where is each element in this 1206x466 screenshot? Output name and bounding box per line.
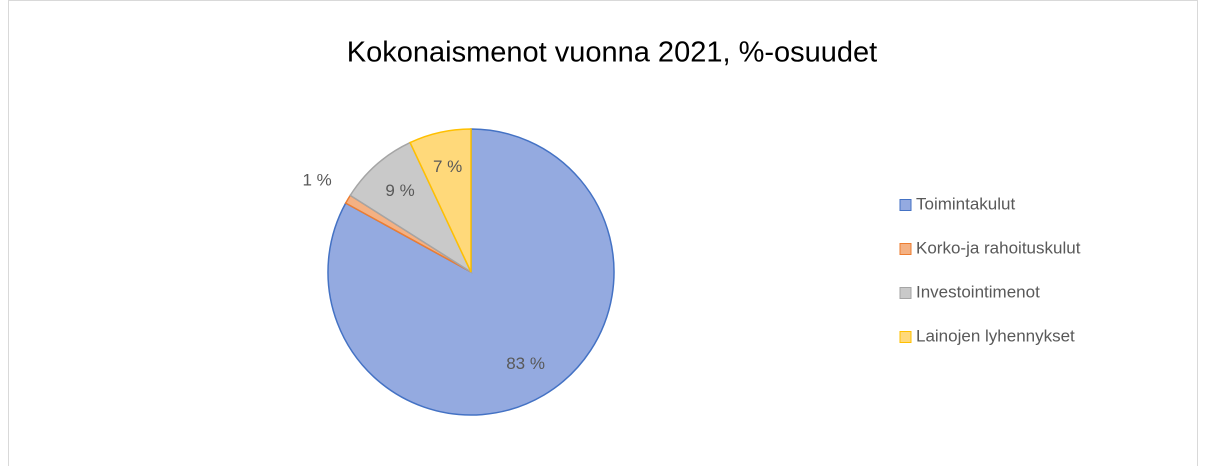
legend-label: Korko-ja rahoituskulut <box>916 238 1081 257</box>
chart-title: Kokonaismenot vuonna 2021, %-osuudet <box>347 37 877 69</box>
data-label: 9 % <box>385 181 414 200</box>
legend-swatch <box>899 331 912 343</box>
legend-swatch <box>899 199 912 211</box>
data-label: 7 % <box>433 157 462 176</box>
legend-label: Toimintakulut <box>916 194 1015 213</box>
pie-slice <box>349 141 473 275</box>
pie-slice <box>409 128 472 273</box>
legend-swatch <box>899 243 912 255</box>
data-label: 83 % <box>506 354 545 373</box>
legend-label: Investointimenot <box>916 282 1040 301</box>
legend-label: Lainojen lyhennykset <box>916 326 1075 345</box>
legend-swatch <box>899 287 912 299</box>
data-label: 1 % <box>302 170 331 189</box>
